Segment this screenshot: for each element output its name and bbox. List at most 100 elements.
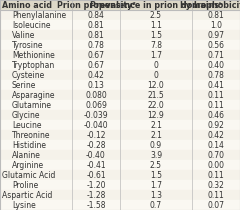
Bar bbox=[0, 60, 240, 70]
Bar bbox=[0, 30, 240, 40]
Bar bbox=[120, 0, 192, 10]
Text: 1.3: 1.3 bbox=[150, 190, 162, 199]
Text: 1.5: 1.5 bbox=[150, 30, 162, 39]
Text: 0.78: 0.78 bbox=[208, 71, 224, 80]
Text: 0.32: 0.32 bbox=[208, 181, 224, 189]
Text: 2.5: 2.5 bbox=[150, 160, 162, 169]
Bar bbox=[0, 20, 240, 30]
Text: 0.069: 0.069 bbox=[85, 101, 107, 109]
Text: Lysine: Lysine bbox=[12, 201, 36, 210]
Text: 0.9: 0.9 bbox=[150, 140, 162, 150]
Text: 0.97: 0.97 bbox=[208, 30, 224, 39]
Text: 1.7: 1.7 bbox=[150, 181, 162, 189]
Text: Arginine: Arginine bbox=[12, 160, 44, 169]
Bar bbox=[0, 50, 240, 60]
Bar bbox=[0, 100, 240, 110]
Text: Cysteine: Cysteine bbox=[12, 71, 45, 80]
Text: 12.0: 12.0 bbox=[148, 80, 164, 89]
Text: 0.42: 0.42 bbox=[208, 130, 224, 139]
Text: 0.46: 0.46 bbox=[208, 110, 224, 119]
Text: Glutamic Acid: Glutamic Acid bbox=[2, 171, 56, 180]
Bar bbox=[0, 150, 240, 160]
Text: -0.039: -0.039 bbox=[84, 110, 108, 119]
Text: Serine: Serine bbox=[12, 80, 36, 89]
Bar bbox=[72, 0, 120, 10]
Text: Prevalence in prion domainsᵇ: Prevalence in prion domainsᵇ bbox=[90, 0, 222, 9]
Text: 0.84: 0.84 bbox=[88, 10, 104, 20]
Bar bbox=[0, 80, 240, 90]
Bar bbox=[0, 110, 240, 120]
Text: 0.41: 0.41 bbox=[208, 80, 224, 89]
Bar bbox=[0, 70, 240, 80]
Text: Methionine: Methionine bbox=[12, 50, 55, 59]
Text: Amino acid: Amino acid bbox=[2, 0, 52, 9]
Text: 2.1: 2.1 bbox=[150, 130, 162, 139]
Text: Proline: Proline bbox=[12, 181, 38, 189]
Text: 0.71: 0.71 bbox=[208, 50, 224, 59]
Text: 0.00: 0.00 bbox=[208, 160, 224, 169]
Text: Valine: Valine bbox=[12, 30, 35, 39]
Text: Tyrosine: Tyrosine bbox=[12, 41, 43, 50]
Text: 2.5: 2.5 bbox=[150, 10, 162, 20]
Bar bbox=[192, 0, 240, 10]
Bar bbox=[0, 170, 240, 180]
Bar bbox=[0, 190, 240, 200]
Text: 0.40: 0.40 bbox=[208, 60, 224, 70]
Text: 0.70: 0.70 bbox=[208, 151, 224, 160]
Text: 0.67: 0.67 bbox=[88, 50, 104, 59]
Text: 0.81: 0.81 bbox=[88, 21, 104, 29]
Text: Aspartic Acid: Aspartic Acid bbox=[2, 190, 53, 199]
Text: -1.58: -1.58 bbox=[86, 201, 106, 210]
Text: 0.81: 0.81 bbox=[208, 10, 224, 20]
Text: Alanine: Alanine bbox=[12, 151, 41, 160]
Bar bbox=[0, 160, 240, 170]
Text: 0.11: 0.11 bbox=[208, 190, 224, 199]
Text: 0.11: 0.11 bbox=[208, 171, 224, 180]
Text: 0.67: 0.67 bbox=[88, 60, 104, 70]
Text: Glutamine: Glutamine bbox=[12, 101, 52, 109]
Text: 0: 0 bbox=[154, 60, 158, 70]
Text: Prion propensity²: Prion propensity² bbox=[57, 0, 135, 9]
Text: 0.11: 0.11 bbox=[208, 91, 224, 100]
Text: 0: 0 bbox=[154, 71, 158, 80]
Text: 1.7: 1.7 bbox=[150, 50, 162, 59]
Bar bbox=[0, 180, 240, 190]
Text: -0.41: -0.41 bbox=[86, 160, 106, 169]
Text: Histidine: Histidine bbox=[12, 140, 46, 150]
Bar bbox=[0, 90, 240, 100]
Bar bbox=[0, 120, 240, 130]
Text: 21.5: 21.5 bbox=[148, 91, 164, 100]
Text: 0.14: 0.14 bbox=[208, 140, 224, 150]
Text: 0.13: 0.13 bbox=[88, 80, 104, 89]
Text: Hydrophobicityᶜ: Hydrophobicityᶜ bbox=[180, 0, 240, 9]
Text: 12.9: 12.9 bbox=[148, 110, 164, 119]
Text: 2.1: 2.1 bbox=[150, 121, 162, 130]
Text: 1.0: 1.0 bbox=[210, 21, 222, 29]
Text: 1.1: 1.1 bbox=[150, 21, 162, 29]
Text: 0.11: 0.11 bbox=[208, 101, 224, 109]
Text: 7.8: 7.8 bbox=[150, 41, 162, 50]
Text: 0.92: 0.92 bbox=[208, 121, 224, 130]
Text: 0.7: 0.7 bbox=[150, 201, 162, 210]
Bar bbox=[0, 40, 240, 50]
Text: 0.42: 0.42 bbox=[88, 71, 104, 80]
Text: Tryptophan: Tryptophan bbox=[12, 60, 55, 70]
Text: 0.07: 0.07 bbox=[208, 201, 224, 210]
Text: Threonine: Threonine bbox=[12, 130, 50, 139]
Text: Phenylalanine: Phenylalanine bbox=[12, 10, 66, 20]
Text: -0.040: -0.040 bbox=[84, 121, 108, 130]
Text: -1.20: -1.20 bbox=[86, 181, 106, 189]
Text: 0.080: 0.080 bbox=[85, 91, 107, 100]
Text: 3.9: 3.9 bbox=[150, 151, 162, 160]
Text: 0.56: 0.56 bbox=[208, 41, 224, 50]
Text: -0.40: -0.40 bbox=[86, 151, 106, 160]
Text: -0.28: -0.28 bbox=[86, 140, 106, 150]
Text: 0.81: 0.81 bbox=[88, 30, 104, 39]
Text: Glycine: Glycine bbox=[12, 110, 41, 119]
Bar bbox=[0, 0, 72, 10]
Bar bbox=[0, 130, 240, 140]
Bar bbox=[0, 200, 240, 210]
Text: 22.0: 22.0 bbox=[148, 101, 164, 109]
Text: -0.61: -0.61 bbox=[86, 171, 106, 180]
Text: 0.78: 0.78 bbox=[88, 41, 104, 50]
